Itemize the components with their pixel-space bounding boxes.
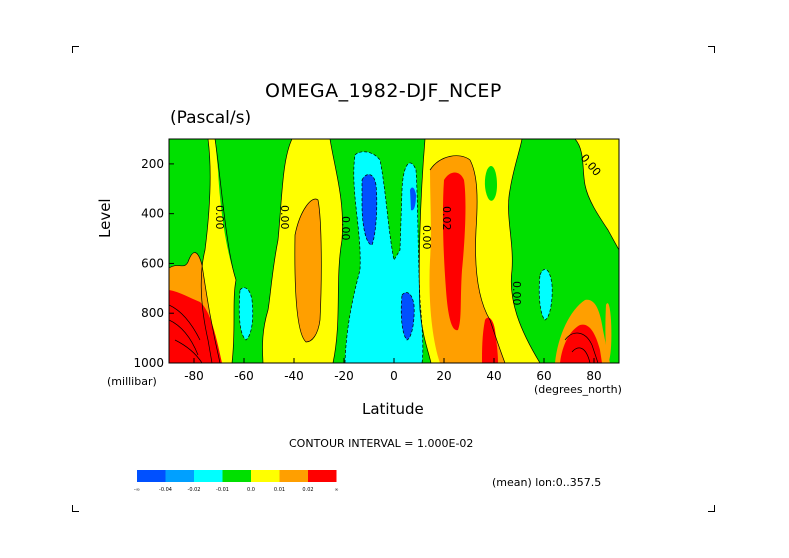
region-orange-north-polar-2 [605,303,612,363]
region-red-37N [482,317,498,363]
y-tick-label: 400 [141,207,164,221]
colorbar-swatch [308,470,337,482]
x-tick-label: 20 [436,369,451,383]
colorbar-swatch [194,470,223,482]
y-axis-title: Level [96,198,114,238]
crop-mark-bottom-left [72,505,79,512]
colorbar-level-label: 0.01 [274,487,285,493]
contour-line-dashed-3 [238,287,254,341]
contour-line-dashed-2 [344,154,361,363]
contour-line-10 [169,252,221,363]
colorbar-swatch [165,470,194,482]
region-green-42N [484,165,497,201]
contour-line-2 [214,139,237,363]
contour-line-dashed-1 [354,151,424,363]
contour-label: 0.00 [213,205,226,230]
y-tick-label: 800 [141,306,164,320]
contour-label: 0.00 [420,225,433,250]
colorbar-swatch [222,470,251,482]
chart-title: OMEGA_1982-DJF_NCEP [265,80,502,102]
crop-mark-top-right [708,46,715,53]
contour-line-9 [429,155,506,363]
colorbar-level-label: -0.01 [216,487,229,493]
region-blue-2 [401,292,415,340]
colorbar-level-label: 0.02 [302,487,313,493]
contour-interval-note: CONTOUR INTERVAL = 1.000E-02 [289,437,474,450]
contour-line-8 [294,198,322,343]
contour-line-4 [329,139,343,363]
chart-subtitle: (Pascal/s) [170,108,252,128]
region-blue-1 [362,174,377,245]
contour-line-dashed-6 [400,292,415,341]
x-tick-label: -60 [234,369,254,383]
colorbar-level-label: -∞ [134,487,140,493]
crop-mark-top-left [72,46,79,53]
x-tick-label: 60 [536,369,551,383]
contour-label: 0.00 [278,205,291,230]
contour-label: 0.00 [339,216,352,241]
y-tick-label: 1000 [133,356,164,370]
contour-label: 0.00 [510,281,523,306]
contour-line-11 [169,304,201,341]
contour-line-12 [169,319,199,356]
y-tick-label: 600 [141,256,164,270]
x-tick-label: 0 [390,369,398,383]
colorbar-swatch [251,470,280,482]
y-tick-label: 200 [141,157,164,171]
footnote-mean-lon: (mean) lon:0..357.5 [492,476,602,489]
x-tick-label: -40 [284,369,304,383]
contour-line-15 [571,347,591,363]
region-red-20N [442,172,466,331]
contour-line-13 [174,339,203,363]
crop-mark-bottom-right [708,505,715,512]
contour-line-dashed-4 [538,268,553,321]
x-axis-title: Latitude [362,400,424,418]
contour-label: 0.02 [440,206,453,231]
contour-line-dashed-5 [361,174,378,246]
colorbar-level-label: ∞ [334,487,338,493]
region-cyan-60N [539,269,553,320]
x-units-label: (degrees_north) [534,383,622,396]
y-units-label: (millibar) [107,375,157,388]
colorbar-swatch [279,470,308,482]
region-blue-3 [410,187,416,211]
colorbar-swatch [137,470,166,482]
x-tick-label: -20 [334,369,354,383]
colorbar-level-label: -0.02 [188,487,201,493]
contour-line-3 [262,139,293,363]
region-cyan-south [239,287,253,340]
colorbar: -∞ -0.04 -0.02 -0.01 0.0 0.01 0.02 ∞ [134,470,339,493]
contour-line-14 [564,332,599,363]
region-red-north-polar [560,324,602,363]
region-orange-40S [294,199,322,342]
x-tick-label: -80 [184,369,204,383]
colorbar-level-label: -0.04 [159,487,172,493]
contour-line-6 [508,139,541,363]
colorbar-level-label: 0.0 [247,487,255,493]
x-tick-label: 80 [586,369,601,383]
contour-line-7 [574,139,619,251]
x-tick-label: 40 [486,369,501,383]
contour-line-1 [200,139,213,363]
